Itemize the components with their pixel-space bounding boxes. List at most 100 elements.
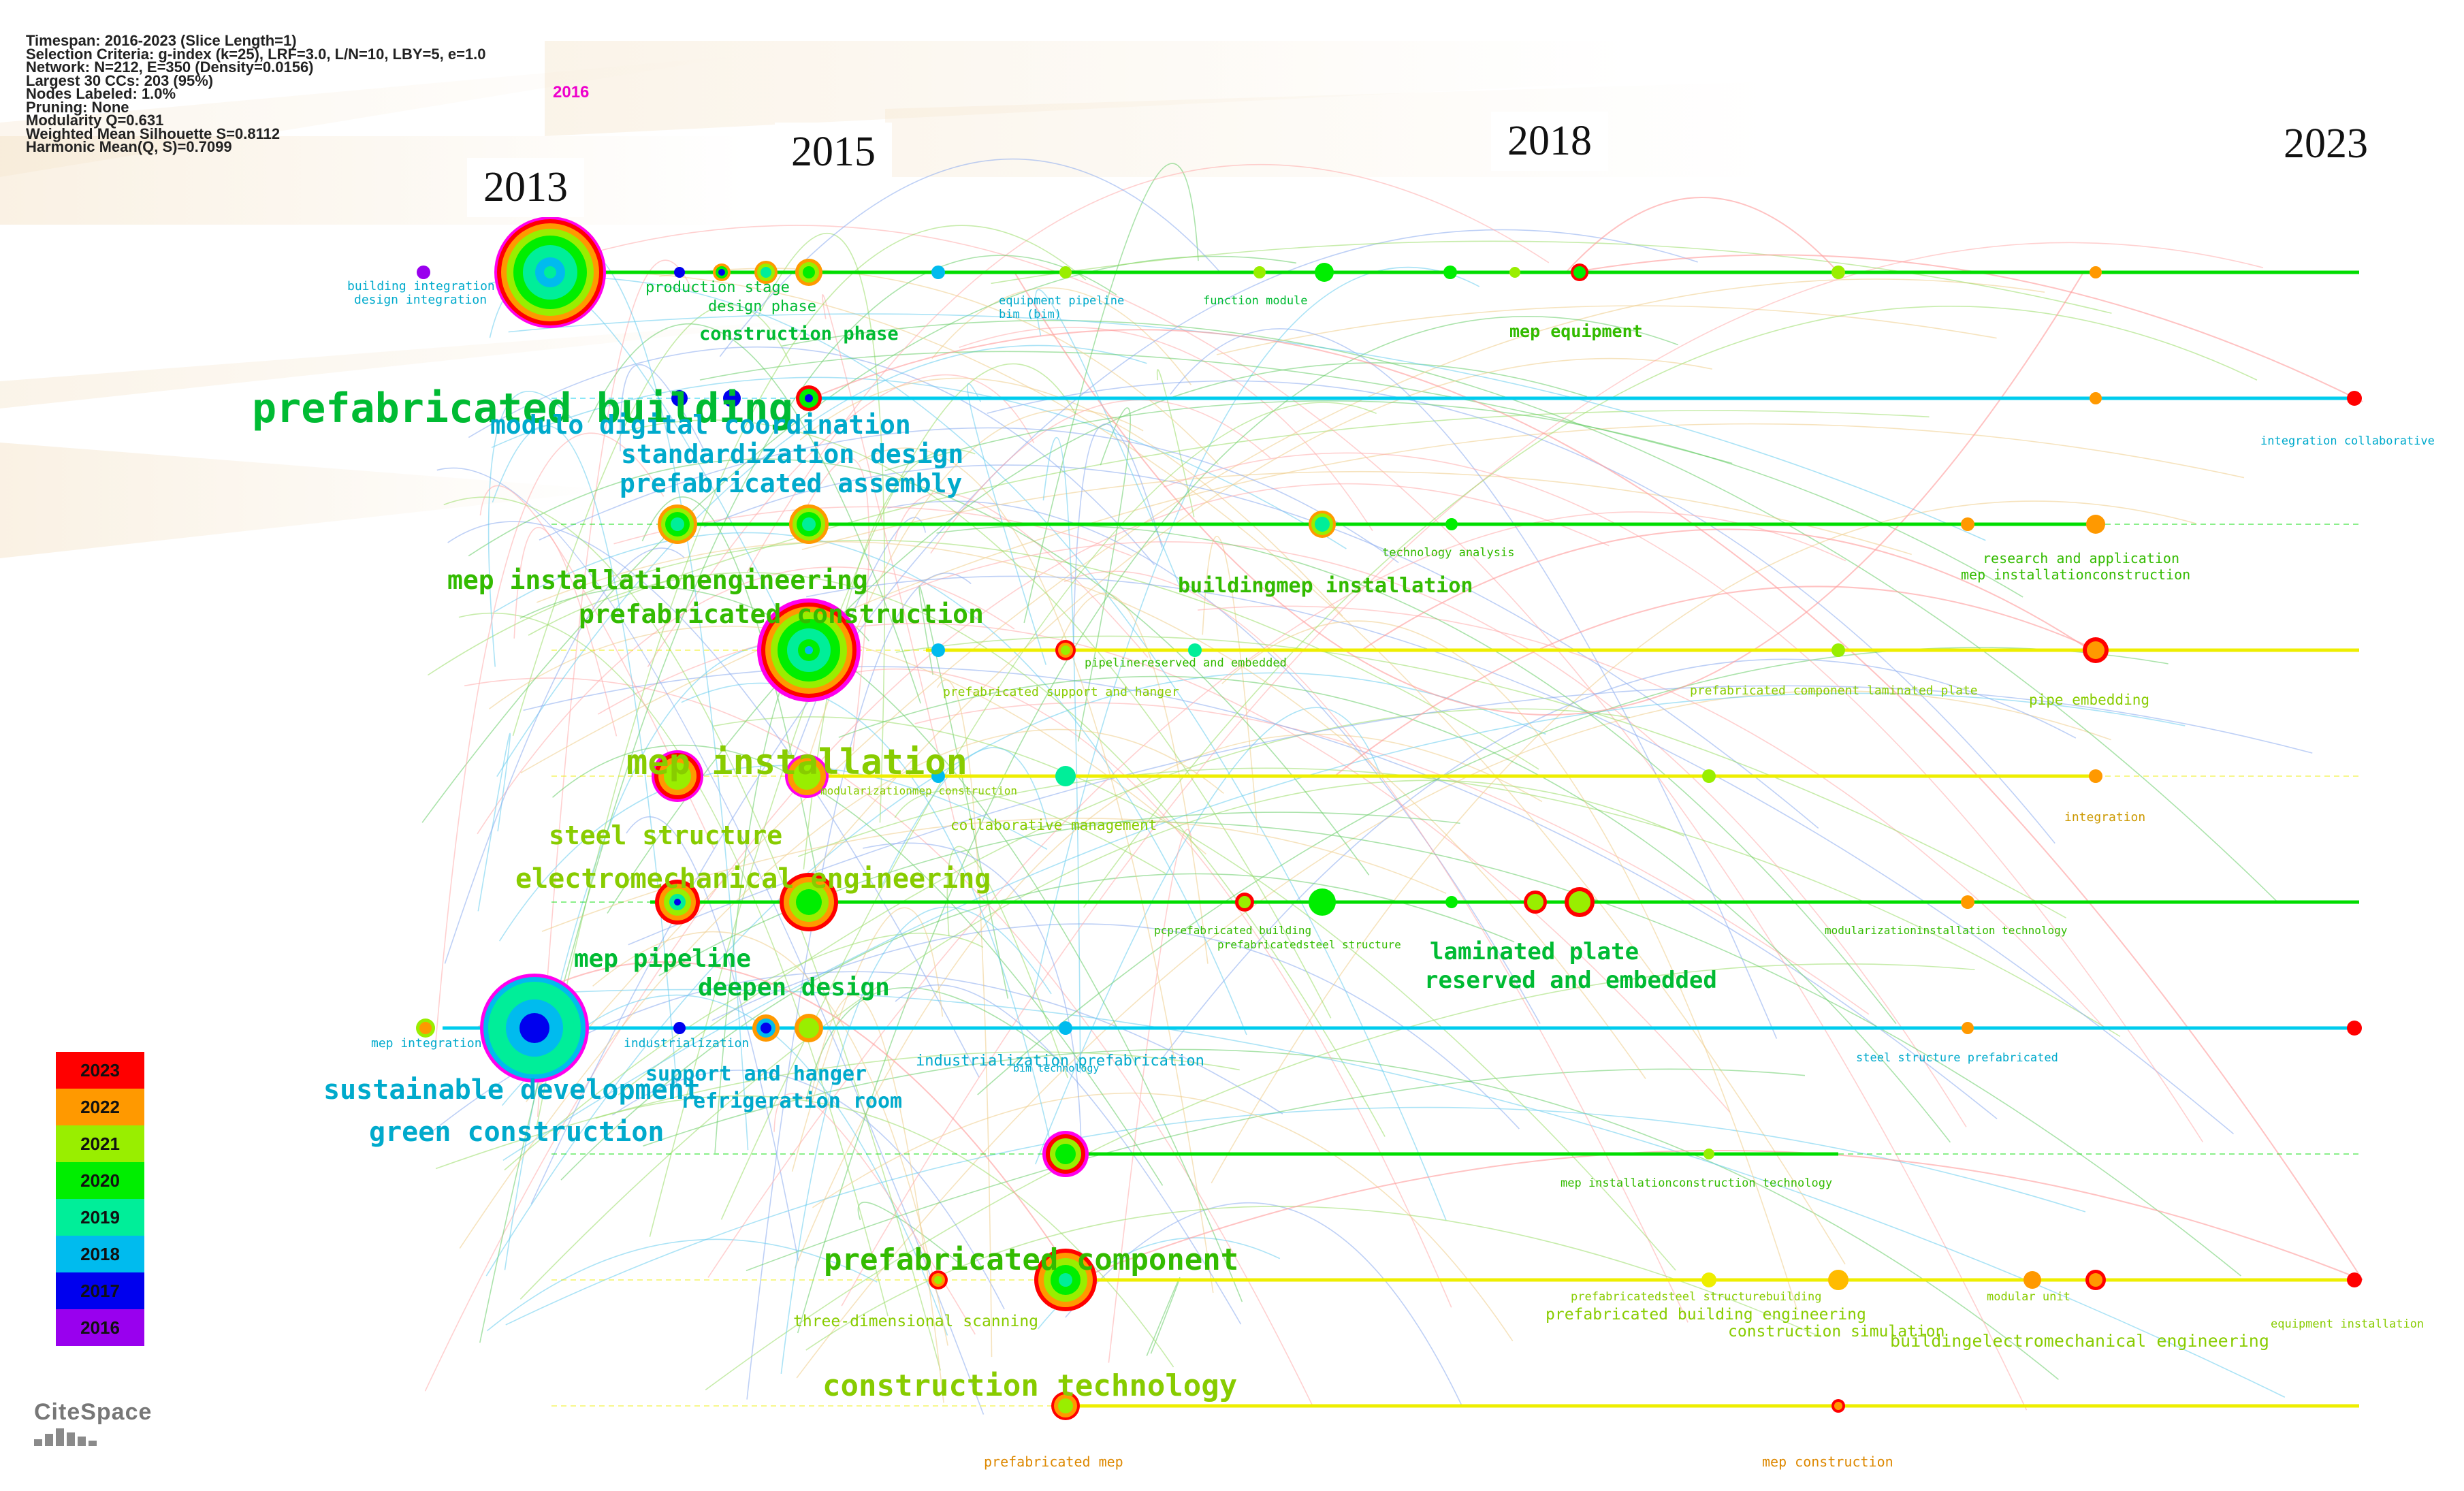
keyword-node [1524,891,1547,914]
citation-link [780,906,1052,1374]
node-ring [1961,517,1974,531]
node-ring [803,266,815,278]
node-ring [1059,1021,1072,1035]
keyword-label: prefabricated component laminated plate [1690,684,1978,698]
keyword-label: collaborative management [950,817,1157,833]
keyword-node [480,974,589,1083]
citation-link [782,319,2277,901]
citation-link [720,402,1377,1220]
keyword-label: mep installationengineering [447,565,868,595]
citation-link [806,575,2234,1135]
citation-link [595,1095,1174,1368]
citation-link [494,532,1247,1036]
keyword-node [931,769,945,783]
keyword-node [2083,637,2109,663]
legend-swatch: 2018 [56,1236,144,1272]
citation-link [492,425,679,1097]
keyword-node [1315,263,1334,282]
keyword-node [1443,266,1457,279]
citation-link [936,679,993,1358]
legend-swatch: 2021 [56,1125,144,1162]
node-ring [931,643,945,657]
keyword-label: modularizationmep construction [820,784,1017,797]
node-ring [1315,517,1330,532]
node-ring [723,389,741,407]
keyword-label: construction technology [822,1368,1238,1403]
node-ring [671,517,684,531]
info-line: Pruning: None [26,98,129,116]
keyword-label: integration collaborative [2260,434,2435,448]
citation-link [508,313,1986,541]
keyword-label: standardization design [621,439,964,469]
citation-link [699,351,1733,464]
keyword-node [671,390,688,406]
citation-link [1075,1150,2363,1281]
citation-link [1042,436,1081,1074]
keyword-node [1309,888,1336,916]
citation-link [858,447,1214,1293]
citation-link [626,816,799,1261]
keyword-nodes [416,217,2362,1420]
citation-link [1221,620,1798,1311]
keyword-label: reserved and embedded [1424,967,1717,994]
keyword-label: function module [1203,294,1308,308]
node-ring [671,390,688,406]
citation-link [1077,407,1131,742]
node-ring [796,889,822,915]
keyword-label: construction simulation [1728,1323,1945,1341]
keyword-node [2085,1270,2106,1290]
citation-link [1035,707,1380,1165]
keyword-label: prefabricatedsteel structurebuilding [1571,1290,1822,1304]
citation-link [822,294,956,824]
citation-link [803,449,976,870]
citation-link [519,780,1684,1300]
node-ring [2089,769,2102,783]
node-ring [802,517,816,531]
citation-link [434,432,665,1044]
citation-link [535,225,1087,1129]
citation-link [628,685,2313,946]
citation-link [884,400,2023,598]
node-ring [761,267,771,278]
keyword-label: steel structure [549,820,783,850]
keyword-node [2090,392,2102,404]
keyword-label: mep integration [371,1036,482,1051]
keyword-node [1055,640,1076,660]
citation-link [1023,163,1199,624]
citation-link [496,344,1147,777]
keyword-label: bim (bim) [999,308,1062,321]
citation-link [528,572,1386,1137]
node-ring [1509,267,1520,278]
keyword-node [673,1022,686,1034]
network-info-panel: Timespan: 2016-2023 (Slice Length=1) Sel… [26,33,486,154]
citation-link [537,259,693,1117]
keyword-label: mep pipeline [574,945,752,973]
legend-swatch: 2019 [56,1199,144,1236]
citation-link [1156,369,1195,517]
keyword-node [752,1014,780,1042]
keyword-node [2090,266,2102,278]
keyword-node [795,1014,823,1042]
keyword-label: deepen design [698,974,890,1001]
citation-link [536,541,1646,1080]
keyword-node [1051,1392,1080,1420]
node-ring [2347,1021,2362,1036]
citation-link [1014,272,2084,716]
citation-link [880,747,1049,888]
node-ring [1059,266,1072,278]
citation-link [797,458,870,752]
keyword-node [674,267,685,278]
keyword-label: prefabricated building engineering [1546,1306,1866,1324]
node-ring [2087,641,2105,659]
keyword-label: pipe embedding [2029,692,2150,708]
citation-link [1216,305,1997,355]
citation-link [1063,571,1689,1323]
keyword-label: prefabricatedsteel structure [1217,938,1401,951]
legend-swatch: 2017 [56,1272,144,1309]
node-ring [1188,643,1202,657]
citation-link [1164,452,2204,1142]
keyword-node [1703,1149,1714,1159]
keyword-node [1831,1399,1845,1413]
keyword-label: sustainable development [323,1074,701,1106]
citation-link [443,496,942,1371]
